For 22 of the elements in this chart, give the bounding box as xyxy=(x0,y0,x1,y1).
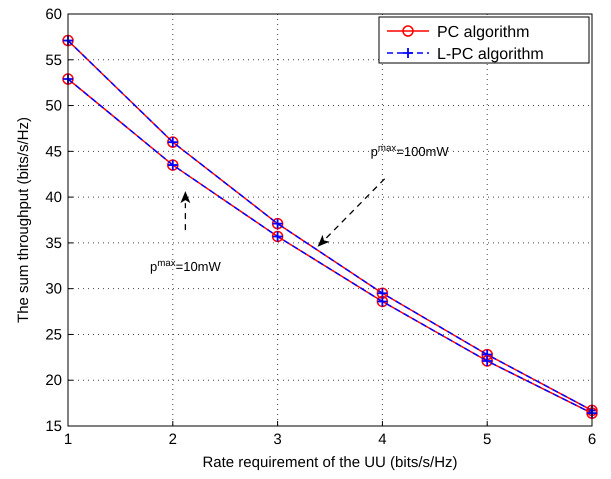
y-tick-label: 60 xyxy=(45,6,62,23)
y-tick-label: 45 xyxy=(45,143,62,160)
legend-label: PC algorithm xyxy=(437,24,530,41)
y-tick-label: 55 xyxy=(45,52,62,69)
y-tick-label: 35 xyxy=(45,234,62,252)
y-tick-label: 30 xyxy=(45,280,62,298)
x-axis-title: Rate requirement of the UU (bits/s/Hz) xyxy=(202,454,458,471)
x-tick-label: 2 xyxy=(168,431,177,448)
x-tick-label: 4 xyxy=(378,431,387,448)
x-tick-label: 1 xyxy=(64,431,72,448)
annotation: p$^{max}$=10mW xyxy=(150,258,222,274)
y-tick-label: 40 xyxy=(45,189,62,206)
y-tick-label: 15 xyxy=(45,418,62,435)
x-tick-label: 3 xyxy=(273,431,282,448)
y-axis-title: The sum throughput (bits/s/Hz) xyxy=(15,117,32,323)
x-tick-label: 6 xyxy=(588,431,596,448)
legend-label: L-PC algorithm xyxy=(437,46,544,63)
y-tick-label: 20 xyxy=(45,372,62,390)
y-tick-label: 25 xyxy=(45,326,62,344)
annotation: p$^{max}$=100mW xyxy=(370,142,450,159)
y-tick-label: 50 xyxy=(45,98,62,115)
x-tick-label: 5 xyxy=(483,431,492,448)
